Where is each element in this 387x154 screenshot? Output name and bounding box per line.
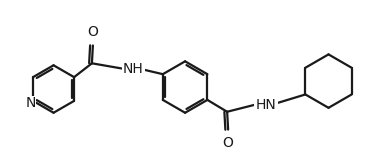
Text: N: N bbox=[26, 96, 36, 110]
Text: O: O bbox=[87, 25, 98, 38]
Text: O: O bbox=[223, 136, 234, 150]
Text: NH: NH bbox=[123, 62, 144, 75]
Text: HN: HN bbox=[255, 98, 276, 112]
